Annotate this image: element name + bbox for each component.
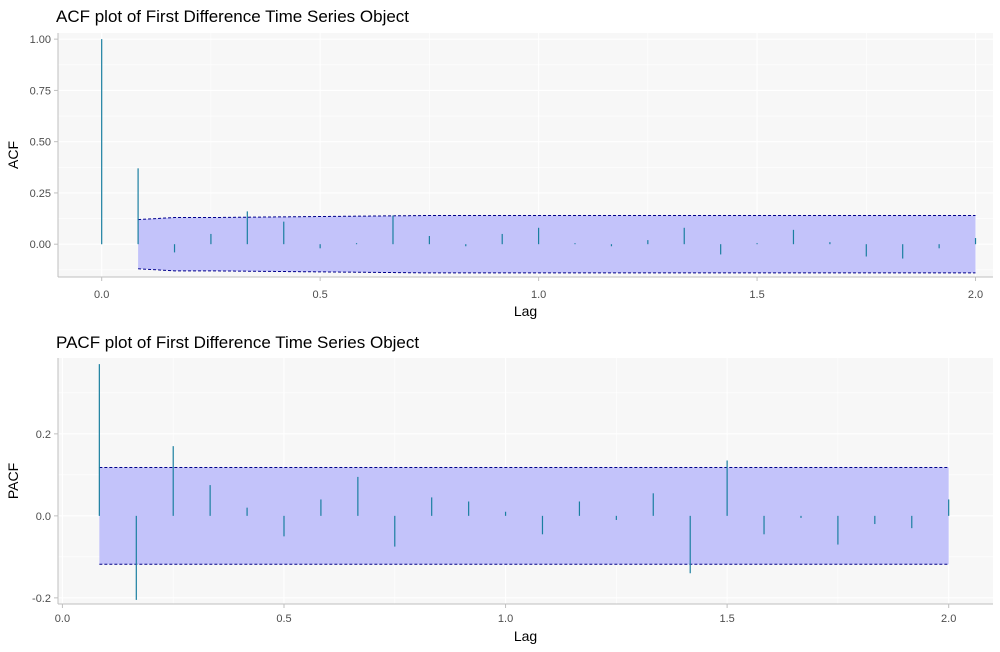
acf-y-axis-label: ACF: [5, 141, 21, 169]
pacf-x-tick-label: 0.0: [55, 613, 70, 625]
acf-y-tick-label: 0.00: [30, 239, 51, 251]
acf-lower-bound-line: [138, 268, 976, 274]
pacf-x-tick-label: 1.0: [498, 613, 513, 625]
pacf-x-axis-label: Lag: [514, 628, 537, 644]
pacf-y-tick-label: 0.2: [36, 429, 51, 441]
acf-y-tick-label: 1.00: [30, 34, 51, 46]
pacf-x-tick-label: 2.0: [941, 613, 956, 625]
acf-y-tick-label: 0.50: [30, 137, 51, 149]
acf-y-tick-label: 0.25: [30, 188, 51, 200]
acf-x-tick-label: 0.5: [313, 289, 328, 301]
acf-x-tick-label: 1.5: [749, 289, 764, 301]
pacf-x-tick-label: 1.5: [719, 613, 734, 625]
acf-chart: 0.0 0.5 1.0 1.5 2.0 0.00 0.25 0.50 0.75 1.00 ACF p…: [5, 7, 993, 319]
acf-upper-bound-line: [138, 214, 976, 221]
acf-title: ACF plot of First Difference Time Series…: [56, 7, 409, 26]
pacf-title: PACF plot of First Difference Time Serie…: [56, 333, 419, 352]
acf-x-tick-label: 2.0: [968, 289, 983, 301]
acf-x-tick-label: 1.0: [531, 289, 546, 301]
pacf-x-tick-label: 0.5: [276, 613, 291, 625]
pacf-confidence-band: [99, 467, 949, 565]
pacf-y-axis-label: PACF: [5, 463, 21, 499]
pacf-y-tick-label: 0.0: [36, 511, 51, 523]
acf-y-tick-label: 0.75: [30, 85, 51, 97]
acf-confidence-band: [138, 215, 976, 273]
acf-x-axis-label: Lag: [514, 303, 537, 319]
pacf-chart: 0.0 0.5 1.0 1.5 2.0 -0.2 0.0 0.2 PACF plot of Fi…: [5, 333, 993, 644]
acf-x-tick-label: 0.0: [94, 289, 109, 301]
pacf-y-tick-label: -0.2: [32, 593, 51, 605]
